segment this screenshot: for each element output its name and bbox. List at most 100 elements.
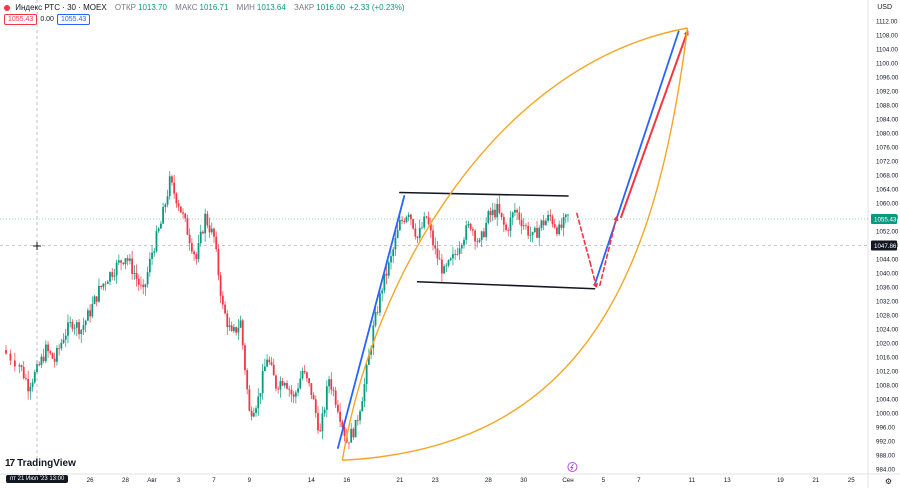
spread-value: 0.00 bbox=[40, 16, 54, 23]
candle-body bbox=[226, 313, 229, 328]
candle-body bbox=[146, 272, 149, 285]
candle-body bbox=[239, 320, 242, 328]
candle-body bbox=[465, 225, 468, 240]
time-tick-label: 5 bbox=[602, 477, 606, 484]
candle-body bbox=[153, 251, 156, 253]
candle-body bbox=[75, 322, 78, 328]
candle-body bbox=[5, 350, 7, 354]
channel-bottom-line[interactable] bbox=[416, 280, 596, 290]
time-tick-label: 21 bbox=[396, 477, 403, 484]
price-tick-label: 1088.00 bbox=[876, 103, 899, 110]
candle-body bbox=[491, 209, 494, 216]
candle-body bbox=[277, 388, 280, 390]
candle-body bbox=[182, 212, 184, 214]
candle-body bbox=[330, 379, 333, 390]
symbol-title[interactable]: Индекс РТС · 30 · MOEX bbox=[15, 3, 107, 12]
candle-body bbox=[494, 209, 496, 218]
blue-trend-line[interactable] bbox=[593, 30, 680, 287]
candle-body bbox=[390, 256, 392, 263]
symbol-legend: Индекс РТС · 30 · MOEX ОТКР 1013.70 МАКС 1… bbox=[4, 3, 405, 12]
candle-body bbox=[556, 227, 558, 235]
candle-body bbox=[478, 239, 481, 242]
candle-body bbox=[414, 228, 417, 237]
candle-body bbox=[325, 386, 328, 410]
gear-icon[interactable]: ⚙ bbox=[884, 477, 892, 486]
dashed-projection-line[interactable] bbox=[589, 261, 598, 288]
candle-body bbox=[131, 258, 134, 274]
price-tick-label: 1004.00 bbox=[876, 397, 899, 404]
price-tick-label: 1016.00 bbox=[876, 355, 899, 362]
candle-body bbox=[403, 220, 406, 222]
dashed-projection-line[interactable] bbox=[576, 212, 591, 264]
candle-body bbox=[38, 364, 41, 366]
time-axis[interactable]: 26 28 Авг 3 7 9 14 16 21 23 28 30 Сен 5 7 11 13 19 21 25 bbox=[87, 462, 856, 485]
candle-body bbox=[69, 322, 72, 323]
candle-body bbox=[505, 224, 507, 231]
candle-body bbox=[294, 392, 297, 397]
candle-body bbox=[553, 224, 556, 228]
candle-body bbox=[252, 412, 255, 417]
price-tick-label: 1000.00 bbox=[876, 411, 899, 418]
candle-body bbox=[281, 381, 284, 386]
candle-body bbox=[471, 229, 474, 231]
candle-body bbox=[460, 244, 463, 249]
candle-body bbox=[58, 348, 61, 349]
candle-body bbox=[310, 383, 313, 396]
candle-body bbox=[71, 322, 74, 329]
change-value: +2.33 (+0.23%) bbox=[349, 3, 405, 12]
currency-label[interactable]: USD bbox=[877, 4, 892, 11]
candle-body bbox=[266, 359, 268, 367]
candle-body bbox=[385, 273, 388, 276]
candle-body bbox=[106, 281, 109, 284]
red-trend-line[interactable] bbox=[620, 30, 689, 218]
price-axis[interactable]: 1112.00 1108.00 1104.00 1100.00 1096.00 1092.… bbox=[871, 19, 899, 474]
candle-body bbox=[536, 227, 538, 238]
candle-body bbox=[217, 249, 220, 276]
candle-body bbox=[40, 356, 43, 366]
candle-body bbox=[18, 365, 21, 367]
candle-body bbox=[301, 371, 304, 379]
candle-body bbox=[312, 395, 315, 400]
brand-name: TradingView bbox=[17, 458, 76, 469]
candle-body bbox=[525, 225, 527, 227]
buy-button[interactable]: 1055.43 bbox=[56, 14, 91, 25]
tradingview-logo[interactable]: 17 TradingView bbox=[5, 458, 76, 469]
candle-body bbox=[374, 311, 377, 326]
orange-arc-inner[interactable] bbox=[342, 27, 689, 461]
candle-body bbox=[456, 254, 459, 255]
candle-body bbox=[168, 176, 171, 197]
high-value: 1016.71 bbox=[199, 3, 229, 12]
candle-body bbox=[248, 389, 251, 411]
dashed-projection-line[interactable] bbox=[599, 216, 618, 287]
time-tick-label: 14 bbox=[308, 477, 315, 484]
candle-body bbox=[443, 266, 445, 274]
lightning-icon bbox=[567, 462, 578, 472]
orange-arc-outer[interactable] bbox=[341, 27, 688, 461]
candle-body bbox=[319, 430, 322, 432]
candle-body bbox=[29, 386, 32, 392]
time-tick-label: 7 bbox=[212, 477, 216, 484]
channel-top-line[interactable] bbox=[399, 191, 569, 197]
candle-body bbox=[474, 230, 476, 242]
drawings-layer[interactable] bbox=[336, 27, 689, 461]
candle-body bbox=[184, 213, 187, 219]
candle-body bbox=[454, 254, 457, 255]
candle-body bbox=[25, 378, 27, 380]
time-tick-label: 19 bbox=[777, 477, 784, 484]
candle-body bbox=[509, 217, 512, 231]
candle-body bbox=[49, 351, 52, 354]
candle-body bbox=[376, 311, 379, 313]
candle-body bbox=[53, 358, 56, 362]
candle-body bbox=[314, 399, 317, 414]
candle-body bbox=[56, 348, 58, 362]
candle-body bbox=[117, 260, 120, 263]
candle-body bbox=[339, 411, 342, 422]
candle-body bbox=[440, 259, 443, 274]
candle-body bbox=[230, 325, 233, 331]
candle-body bbox=[516, 209, 519, 213]
open-value: 1013.70 bbox=[138, 3, 167, 12]
sell-button[interactable]: 1055.43 bbox=[4, 14, 38, 25]
candle-body bbox=[22, 367, 25, 379]
blue-trend-line[interactable] bbox=[336, 195, 406, 449]
